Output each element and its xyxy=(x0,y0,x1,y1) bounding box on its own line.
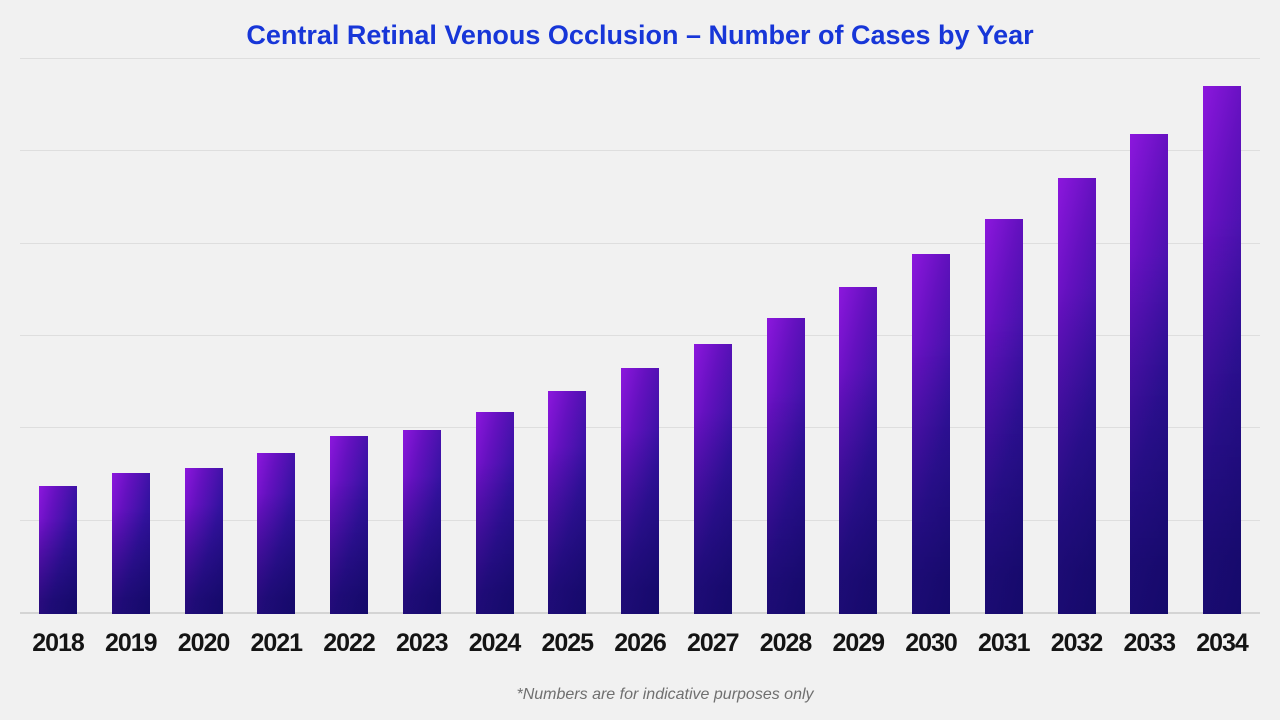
x-tick-label: 2034 xyxy=(1196,629,1249,657)
x-tick-label: 2020 xyxy=(177,629,231,657)
x-tick-label: 2021 xyxy=(250,629,303,657)
bar-2027 xyxy=(693,344,732,614)
gridline xyxy=(20,242,1260,244)
plot-area xyxy=(20,58,1260,614)
bars-layer xyxy=(20,58,1260,614)
x-tick-label: 2029 xyxy=(832,629,885,657)
x-tick-label: 2030 xyxy=(905,629,958,657)
bar-2023 xyxy=(402,430,441,614)
gridline xyxy=(20,150,1260,152)
x-tick-label: 2025 xyxy=(541,629,594,657)
bar-2026 xyxy=(621,368,659,614)
footnote: *Numbers are for indicative purposes onl… xyxy=(516,686,814,703)
x-tick-label: 2028 xyxy=(759,629,813,657)
bar-2025 xyxy=(548,391,587,614)
x-tick-label: 2024 xyxy=(468,629,522,657)
bar-2031 xyxy=(984,218,1023,614)
bar-2029 xyxy=(839,287,878,614)
bar-2034 xyxy=(1203,85,1241,614)
bar-2021 xyxy=(257,453,296,614)
bar-2030 xyxy=(912,253,950,614)
bar-2032 xyxy=(1057,178,1096,614)
bar-2020 xyxy=(184,468,223,614)
x-tick-label: 2027 xyxy=(686,629,740,657)
gridline xyxy=(20,335,1260,336)
bar-2028 xyxy=(766,317,805,614)
x-tick-label: 2032 xyxy=(1050,629,1104,657)
x-tick-label: 2031 xyxy=(977,629,1031,657)
x-tick-label: 2026 xyxy=(614,629,667,657)
bar-2033 xyxy=(1130,133,1169,614)
chart-title: Central Retinal Venous Occlusion – Numbe… xyxy=(246,20,1034,50)
bar-2018 xyxy=(39,485,77,614)
x-tick-label: 2033 xyxy=(1123,629,1176,657)
bar-2022 xyxy=(330,435,368,614)
x-tick-label: 2022 xyxy=(323,629,376,657)
x-axis-labels: 2018 2019 2020 2021 2022 2023 2024 2025 2026 2027… xyxy=(20,629,1260,659)
bar-2019 xyxy=(111,472,150,614)
x-tick-label: 2019 xyxy=(104,629,158,657)
x-tick-label: 2018 xyxy=(32,629,85,657)
gridline xyxy=(20,58,1260,59)
x-tick-label: 2023 xyxy=(395,629,449,657)
bar-2024 xyxy=(475,411,514,614)
